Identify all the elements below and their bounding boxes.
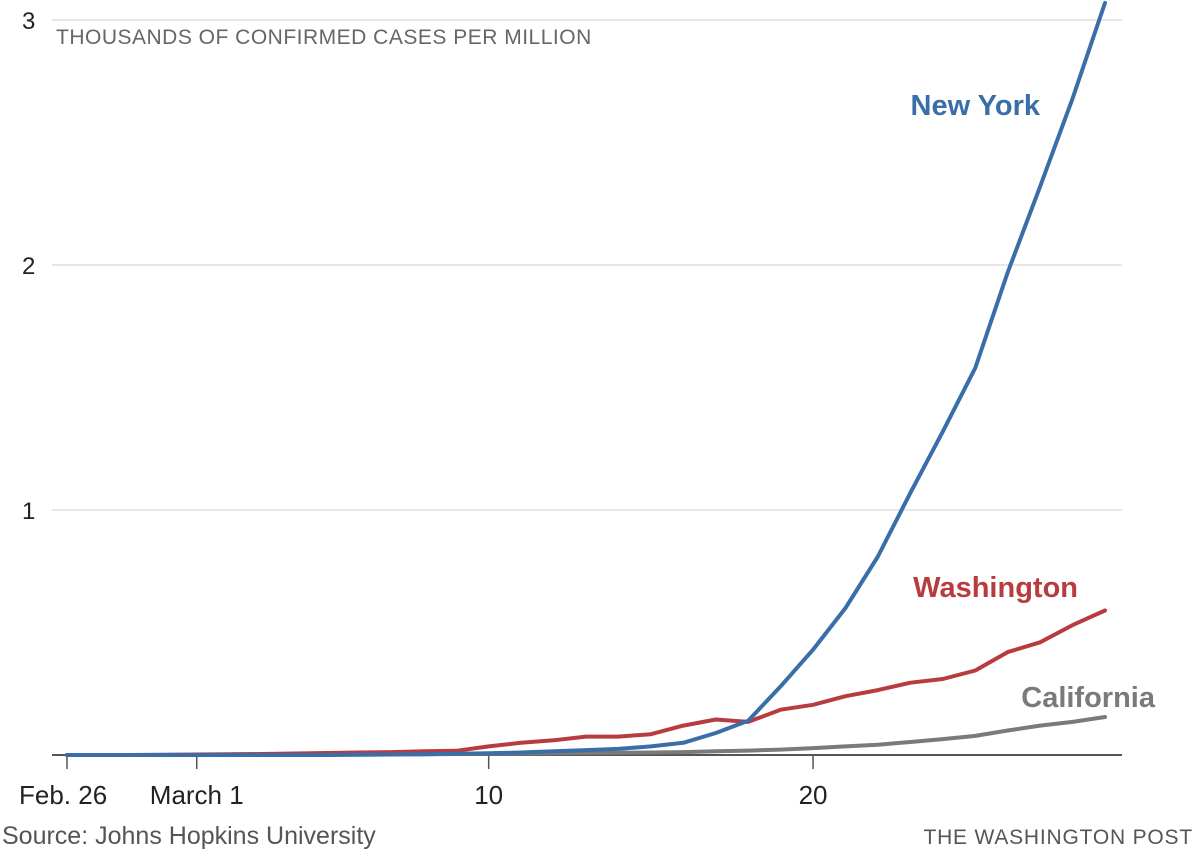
series-layer [65,0,1107,757]
source-note: Source: Johns Hopkins University [2,822,376,850]
credit-note: THE WASHINGTON POST [923,826,1193,849]
grid-layer [52,19,1122,511]
x-tick-label: 20 [799,780,828,810]
series-labels: New York Washington California [911,90,1156,714]
y-tick-label: 2 [22,253,35,280]
series-line-washington [65,608,1107,757]
x-tick-label: Feb. 26 [19,780,107,810]
x-axis-ticks: Feb. 26 March 1 10 20 [19,755,828,810]
x-tick-label: 10 [474,780,503,810]
y-tick-label: 3 [22,8,35,35]
series-label-california: California [1021,682,1156,714]
series-label-washington: Washington [913,572,1078,604]
x-tick-label: March 1 [150,780,244,810]
y-axis-tick-labels: 1 2 3 [22,8,35,525]
series-line-new-york [65,0,1107,757]
series-label-new-york: New York [911,90,1041,122]
y-tick-label: 1 [22,498,35,525]
y-axis-label: THOUSANDS OF CONFIRMED CASES PER MILLION [56,26,592,49]
